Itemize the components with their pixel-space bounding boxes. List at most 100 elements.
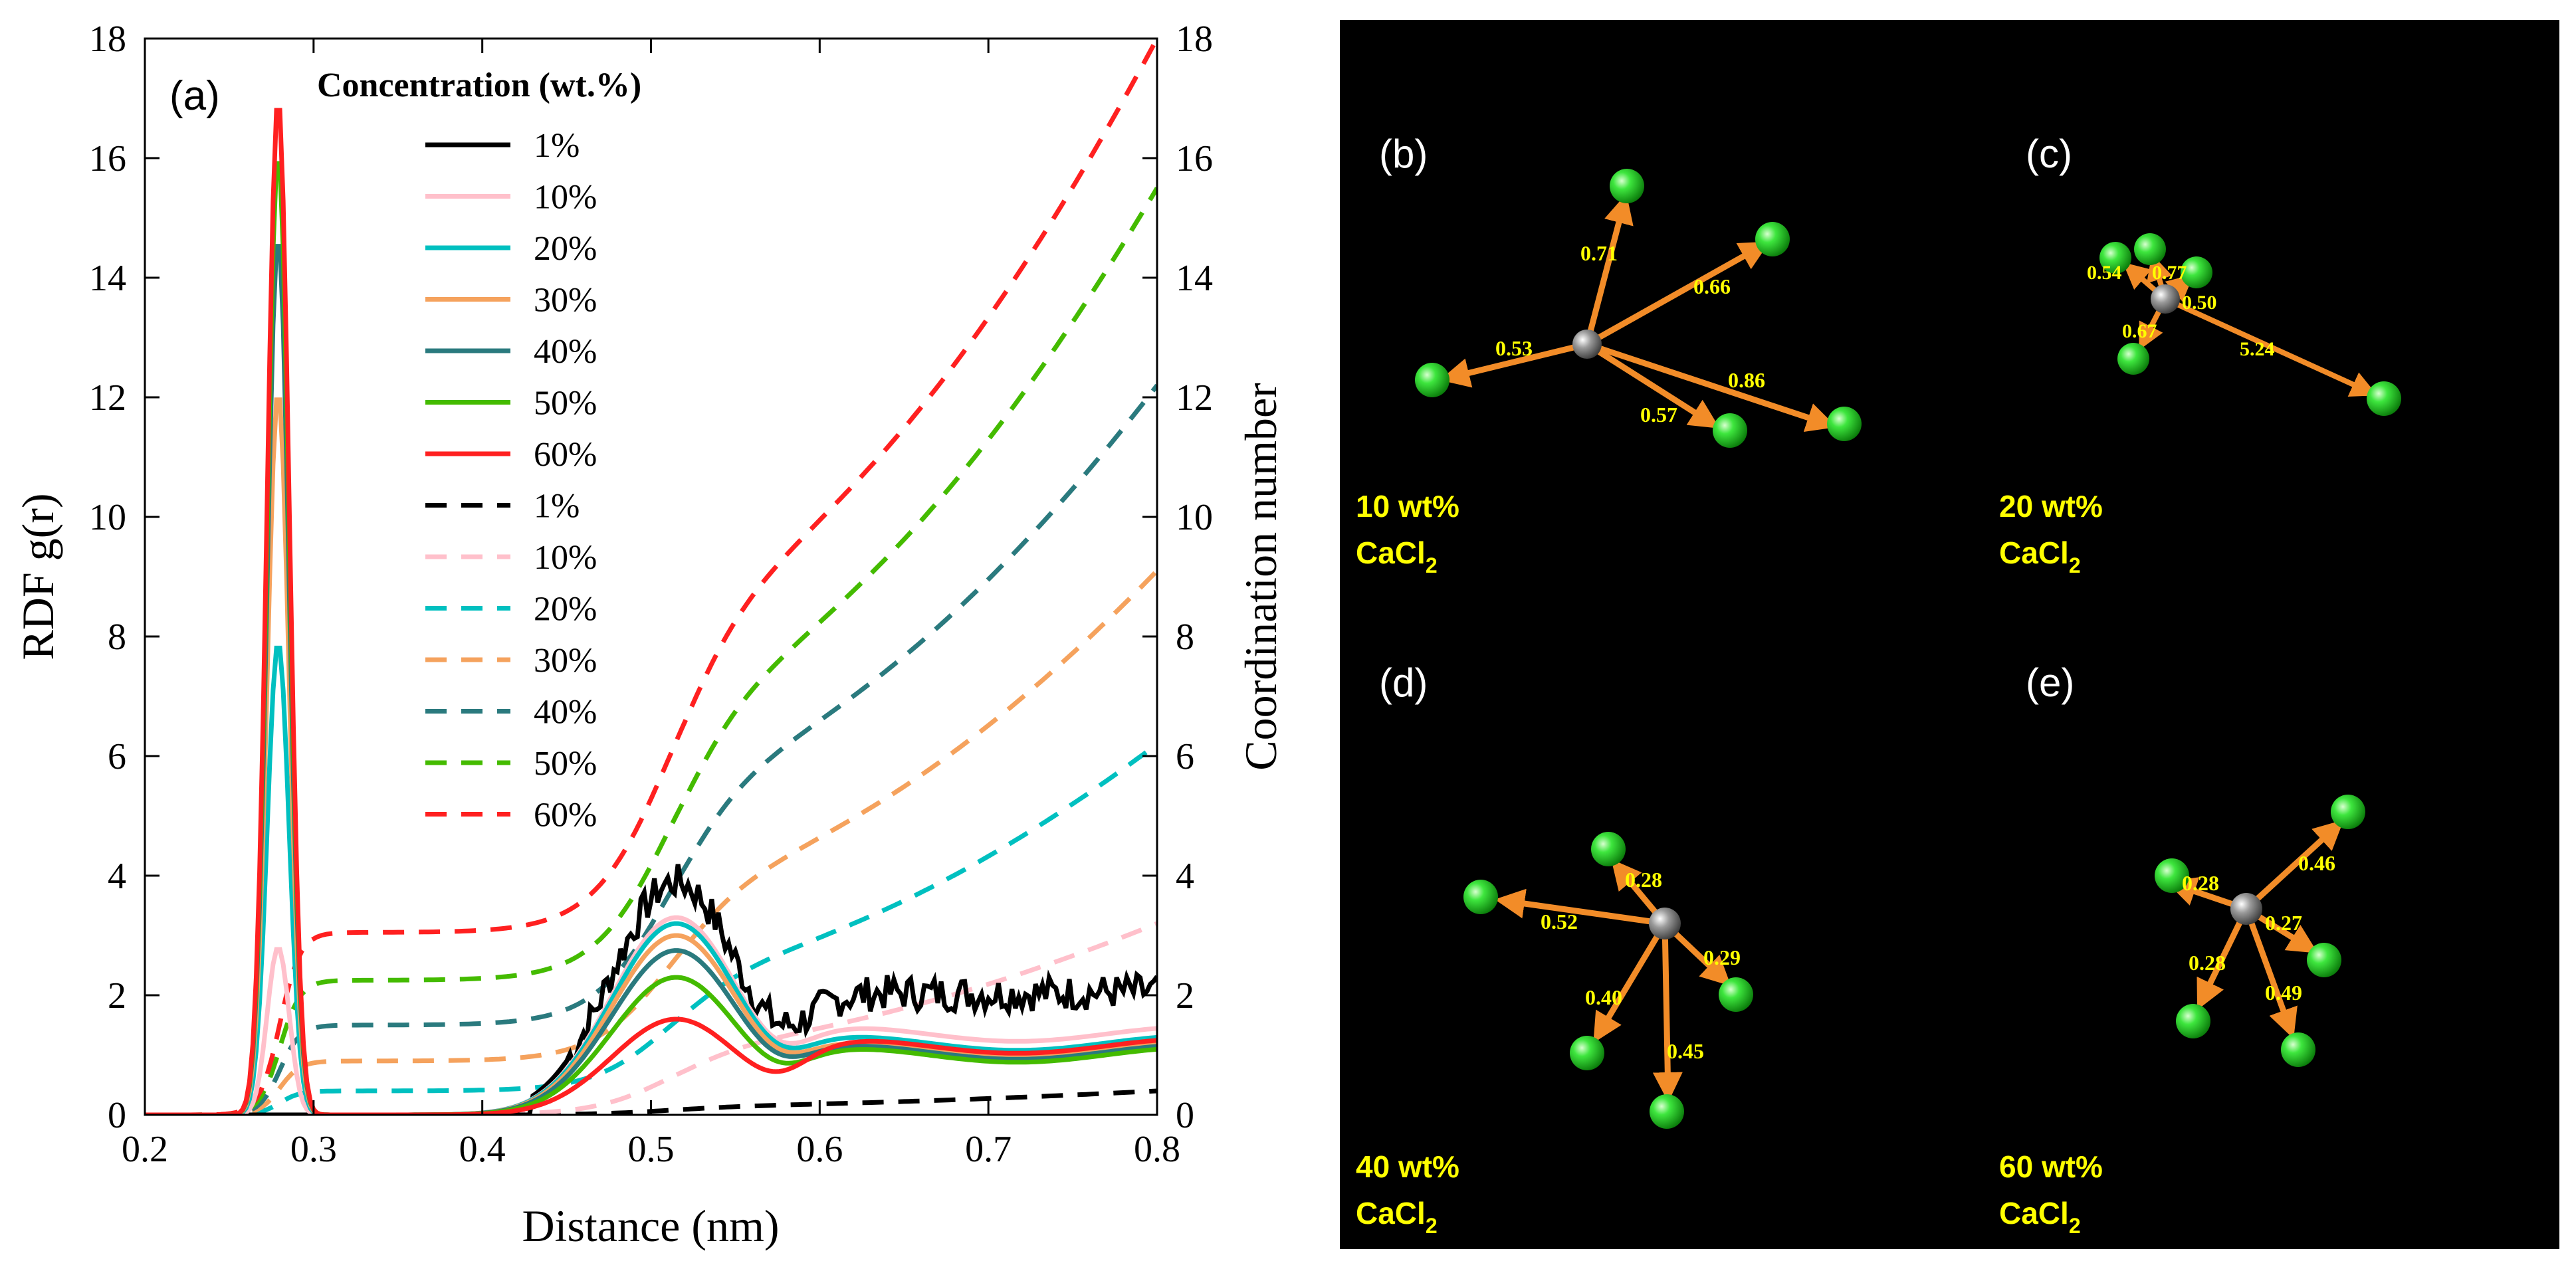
distance-label: 0.53 (1495, 336, 1533, 360)
distance-label: 0.28 (1625, 868, 1662, 892)
x-axis-ticks: 0.2 0.3 0.4 0.5 0.6 0.7 0.8 (122, 39, 1180, 1170)
chloride-atom (1713, 413, 1747, 448)
snapshots-panel: (b) 0.71 0.66 0.53 0.86 0.57 10 wt% CaCl… (1340, 20, 2559, 1249)
y-tick-label-right: 18 (1176, 19, 1213, 60)
chloride-atom (1827, 407, 1862, 441)
chloride-atom (2181, 256, 2212, 288)
distance-label: 0.40 (1585, 985, 1622, 1009)
cn-series-20% (145, 742, 1157, 1115)
calcium-atom (2151, 284, 2180, 314)
legend-label: 30% (534, 642, 597, 680)
snapshot-d-concentration: 40 wt% (1356, 1149, 1459, 1184)
snapshot-e: (e) 0.28 0.46 0.27 0.28 0.49 60 wt% CaCl… (1999, 660, 2365, 1238)
x-tick-label: 0.7 (965, 1129, 1012, 1170)
snapshot-b-bonds (1440, 193, 1837, 432)
distance-label: 0.54 (2087, 262, 2122, 284)
y-tick-label-left: 14 (89, 258, 126, 299)
panel-a-label: (a) (169, 73, 220, 119)
rdf-chart: 0.2 0.3 0.4 0.5 0.6 0.7 0.8 0 2 4 6 8 10 12 14 16 18 0 2… (13, 19, 1286, 1251)
y-tick-label-right: 16 (1176, 138, 1213, 179)
y-axis-right-ticks: 0 2 4 6 8 10 12 14 16 18 (1142, 19, 1213, 1136)
y-tick-label-left: 12 (89, 377, 126, 419)
distance-label: 5.24 (2240, 338, 2275, 360)
x-tick-label: 0.6 (796, 1129, 843, 1170)
chloride-atom (1610, 169, 1644, 203)
legend-label: 10% (534, 179, 597, 217)
calcium-atom (1572, 330, 1602, 359)
distance-label: 0.46 (2298, 851, 2335, 875)
snapshot-b-label: (b) (1379, 132, 1428, 176)
y-tick-label-left: 16 (89, 138, 126, 179)
bond (1440, 341, 1588, 388)
bond (1585, 241, 1770, 347)
snapshot-b-species: CaCl2 (1356, 535, 1438, 577)
y-tick-label-left: 6 (108, 736, 126, 777)
snapshot-c-species: CaCl2 (1999, 535, 2081, 577)
snapshot-b: (b) 0.71 0.66 0.53 0.86 0.57 10 wt% CaCl… (1356, 132, 1862, 577)
chloride-atom (2099, 242, 2131, 274)
snapshot-d-species: CaCl2 (1356, 1196, 1438, 1238)
snapshot-e-concentration: 60 wt% (1999, 1149, 2103, 1184)
legend-label: 60% (534, 797, 597, 834)
y-axis-left-ticks: 0 2 4 6 8 10 12 14 16 18 (89, 19, 160, 1136)
snapshot-d: (d) 0.28 0.52 0.29 0.40 0.45 40 wt% CaCl… (1356, 660, 1753, 1238)
bond (2164, 296, 2378, 397)
y-tick-label-right: 14 (1176, 258, 1213, 299)
distance-label: 0.77 (2152, 262, 2187, 284)
distance-label: 0.28 (2189, 951, 2226, 975)
legend-label: 20% (534, 230, 597, 268)
chloride-atom (1650, 1094, 1684, 1129)
y-tick-label-right: 2 (1176, 975, 1194, 1017)
bond (2197, 908, 2250, 1011)
legend-label: 30% (534, 282, 597, 320)
legend-label: 1% (534, 127, 580, 165)
y-tick-label-right: 10 (1176, 497, 1213, 538)
bond (1584, 193, 1634, 345)
legend-label: 10% (534, 539, 597, 577)
distance-label: 0.49 (2265, 981, 2302, 1005)
y-tick-label-left: 4 (108, 856, 126, 897)
chloride-atom (2134, 233, 2166, 265)
y-tick-label-right: 4 (1176, 856, 1194, 897)
chloride-atom (2155, 858, 2189, 893)
y-tick-label-right: 8 (1176, 617, 1194, 658)
x-tick-label: 0.2 (122, 1129, 168, 1170)
y-tick-label-left: 8 (108, 617, 126, 658)
snapshot-e-species: CaCl2 (1999, 1196, 2081, 1238)
calcium-atom (2230, 893, 2262, 925)
x-axis-label: Distance (nm) (522, 1201, 779, 1251)
distance-label: 0.27 (2265, 911, 2302, 935)
legend-label: 50% (534, 385, 597, 423)
cn-series-40% (145, 383, 1157, 1115)
legend-title: Concentration (wt.%) (317, 66, 641, 104)
distance-label: 0.71 (1580, 241, 1618, 265)
bond (1593, 922, 1667, 1043)
chloride-atom (1415, 363, 1449, 397)
bond (1585, 341, 1720, 429)
bond (1586, 341, 1837, 432)
snapshot-c-concentration: 20 wt% (1999, 489, 2103, 524)
y-tick-label-right: 12 (1176, 377, 1213, 419)
calcium-atom (1649, 908, 1681, 939)
x-tick-label: 0.4 (459, 1129, 506, 1170)
legend: 1% 10% 20% 30% 40% 50% 60% 1% 10% 20% 30% 40% 50% 60% (425, 127, 597, 834)
snapshot-c-label: (c) (2026, 132, 2072, 176)
bond (1652, 923, 1683, 1102)
rdf-series-1% (145, 864, 1157, 1115)
legend-label: 50% (534, 745, 597, 783)
bond (2244, 819, 2344, 912)
y-tick-label-left: 0 (108, 1095, 126, 1136)
distance-label: 0.45 (1667, 1039, 1704, 1063)
snapshot-b-concentration: 10 wt% (1356, 489, 1459, 524)
legend-label: 40% (534, 333, 597, 371)
chloride-atom (2307, 943, 2341, 977)
legend-label: 40% (534, 694, 597, 731)
y-tick-label-left: 2 (108, 975, 126, 1017)
chloride-atom (1719, 977, 1753, 1012)
legend-label: 60% (534, 436, 597, 474)
distance-label: 0.57 (1640, 403, 1677, 427)
chloride-atom (2281, 1032, 2315, 1067)
y-tick-label-right: 0 (1176, 1095, 1194, 1136)
x-tick-label: 0.5 (628, 1129, 675, 1170)
y-tick-label-right: 6 (1176, 736, 1194, 777)
